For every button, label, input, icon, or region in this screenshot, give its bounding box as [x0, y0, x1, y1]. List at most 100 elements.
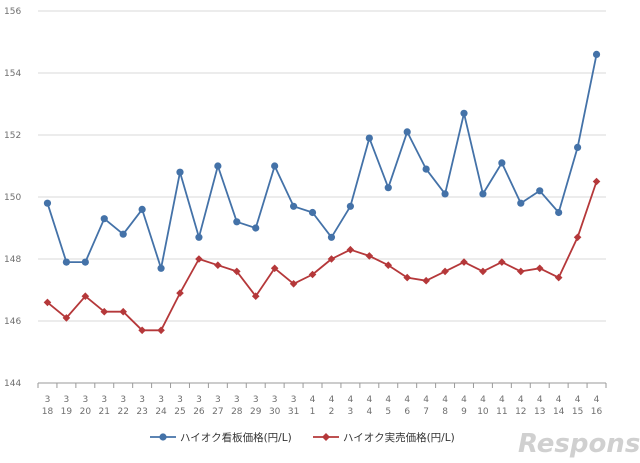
data-point-s1-11: [251, 292, 260, 300]
x-tick-day-16: 3: [348, 407, 354, 417]
x-tick-day-6: 24: [155, 407, 167, 417]
x-tick-day-4: 22: [117, 407, 128, 417]
data-point-s0-12: [271, 162, 279, 170]
data-point-s0-20: [422, 165, 430, 173]
data-point-s0-22: [460, 109, 468, 117]
x-tick-month-24: 4: [499, 395, 505, 405]
data-point-s1-27: [554, 273, 563, 282]
x-tick-day-8: 26: [193, 407, 205, 417]
data-point-s1-2: [81, 292, 90, 300]
y-tick-label-152: 152: [4, 131, 21, 141]
x-axis-tick-labels: 3183193203213223233243253263273283293303…: [42, 395, 603, 417]
data-point-s0-15: [327, 233, 336, 241]
data-point-s1-12: [270, 264, 279, 273]
series-0: [43, 50, 601, 272]
data-point-s0-5: [138, 205, 146, 213]
data-point-s0-1: [62, 258, 70, 266]
x-tick-day-10: 28: [231, 407, 243, 417]
x-tick-month-5: 3: [139, 395, 145, 405]
y-tick-label-150: 150: [4, 193, 21, 203]
x-tick-day-19: 6: [404, 407, 410, 417]
data-point-s1-25: [517, 267, 525, 276]
data-point-s0-29: [592, 50, 601, 59]
y-axis-tick-labels: 144 146 148 150 152 154 156: [4, 7, 21, 389]
x-tick-month-17: 4: [366, 395, 372, 405]
x-tick-month-18: 4: [385, 395, 391, 405]
data-point-s1-18: [384, 261, 393, 269]
series-line-0: [46, 54, 598, 270]
data-point-s1-13: [289, 280, 298, 288]
x-tick-month-0: 3: [45, 395, 51, 405]
x-tick-month-1: 3: [64, 395, 70, 405]
x-tick-day-18: 5: [385, 407, 391, 417]
data-point-s0-14: [308, 208, 317, 217]
y-tick-label-146: 146: [4, 317, 21, 327]
legend: ハイオク看板価格(円/L) ハイオク実売価格(円/L): [150, 431, 455, 444]
x-tick-month-20: 4: [423, 395, 429, 405]
data-point-s1-10: [233, 267, 241, 276]
x-tick-month-14: 4: [310, 395, 316, 405]
x-tick-month-26: 4: [537, 395, 543, 405]
y-tick-label-154: 154: [4, 69, 21, 79]
data-point-s1-23: [479, 267, 487, 276]
data-point-s0-16: [346, 202, 354, 210]
data-point-s1-26: [535, 264, 544, 273]
data-point-s0-11: [252, 224, 260, 232]
x-tick-month-12: 3: [272, 395, 278, 405]
data-point-s0-26: [536, 187, 544, 195]
data-point-s1-20: [422, 276, 430, 285]
x-tick-month-21: 4: [442, 395, 448, 405]
data-point-s1-28: [573, 233, 582, 242]
x-tick-day-1: 19: [61, 407, 73, 417]
data-point-s0-8: [195, 233, 203, 241]
data-point-s0-7: [176, 168, 184, 176]
x-tick-month-2: 3: [82, 395, 88, 405]
data-point-s1-4: [119, 307, 127, 316]
x-tick-month-8: 3: [196, 395, 202, 405]
x-tick-month-19: 4: [404, 395, 410, 405]
x-tick-day-12: 30: [269, 407, 281, 417]
data-point-s0-23: [479, 190, 487, 198]
data-point-s1-0: [43, 298, 52, 307]
gridlines: [38, 10, 606, 322]
data-point-s0-18: [384, 184, 392, 192]
x-tick-day-7: 25: [174, 407, 185, 417]
x-tick-day-3: 21: [99, 407, 110, 417]
data-point-s0-28: [574, 143, 582, 151]
x-tick-month-9: 3: [215, 395, 221, 405]
data-point-s0-6: [157, 264, 165, 272]
y-tick-label-148: 148: [4, 255, 21, 265]
x-tick-month-4: 3: [120, 395, 126, 405]
x-tick-month-7: 3: [177, 395, 183, 405]
data-point-s0-0: [43, 199, 52, 207]
data-point-s1-5: [138, 326, 146, 335]
data-point-s0-3: [100, 215, 108, 223]
series-layer: [43, 50, 601, 335]
data-point-s1-17: [365, 252, 374, 260]
legend-label-signboard: ハイオク看板価格(円/L): [180, 431, 292, 444]
x-tick-day-22: 9: [461, 407, 467, 417]
x-tick-day-17: 4: [366, 407, 372, 417]
legend-marker-signboard: [159, 433, 167, 441]
x-tick-day-5: 23: [136, 407, 147, 417]
x-tick-month-6: 3: [158, 395, 164, 405]
data-point-s1-15: [327, 255, 336, 263]
data-point-s1-21: [441, 267, 449, 276]
data-point-s1-16: [346, 245, 355, 254]
x-tick-day-15: 2: [329, 407, 335, 417]
x-tick-day-20: 7: [423, 407, 429, 417]
data-point-s1-14: [308, 270, 317, 279]
y-tick-label-156: 156: [4, 7, 21, 17]
data-point-s1-8: [195, 255, 203, 263]
data-point-s0-2: [81, 258, 89, 266]
series-line-1: [46, 181, 598, 332]
x-tick-month-15: 4: [329, 395, 335, 405]
x-tick-day-9: 27: [212, 407, 223, 417]
data-point-s0-24: [498, 159, 506, 167]
x-tick-day-13: 31: [288, 407, 299, 417]
legend-entry-signboard-price: ハイオク看板価格(円/L): [150, 431, 292, 444]
axes: [37, 382, 607, 388]
data-point-s1-19: [403, 273, 411, 282]
data-point-s0-21: [441, 190, 449, 198]
x-tick-day-2: 20: [80, 407, 92, 417]
